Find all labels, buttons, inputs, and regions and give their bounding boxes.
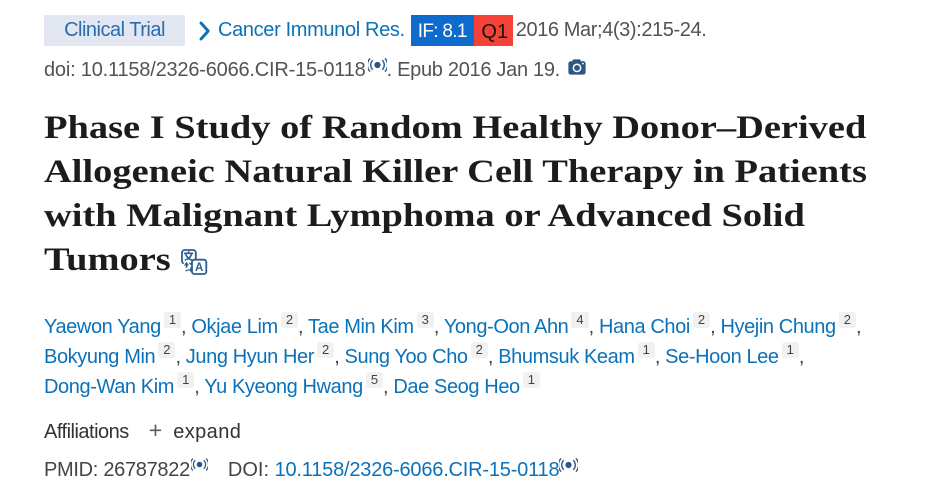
- svg-text:A: A: [195, 262, 203, 274]
